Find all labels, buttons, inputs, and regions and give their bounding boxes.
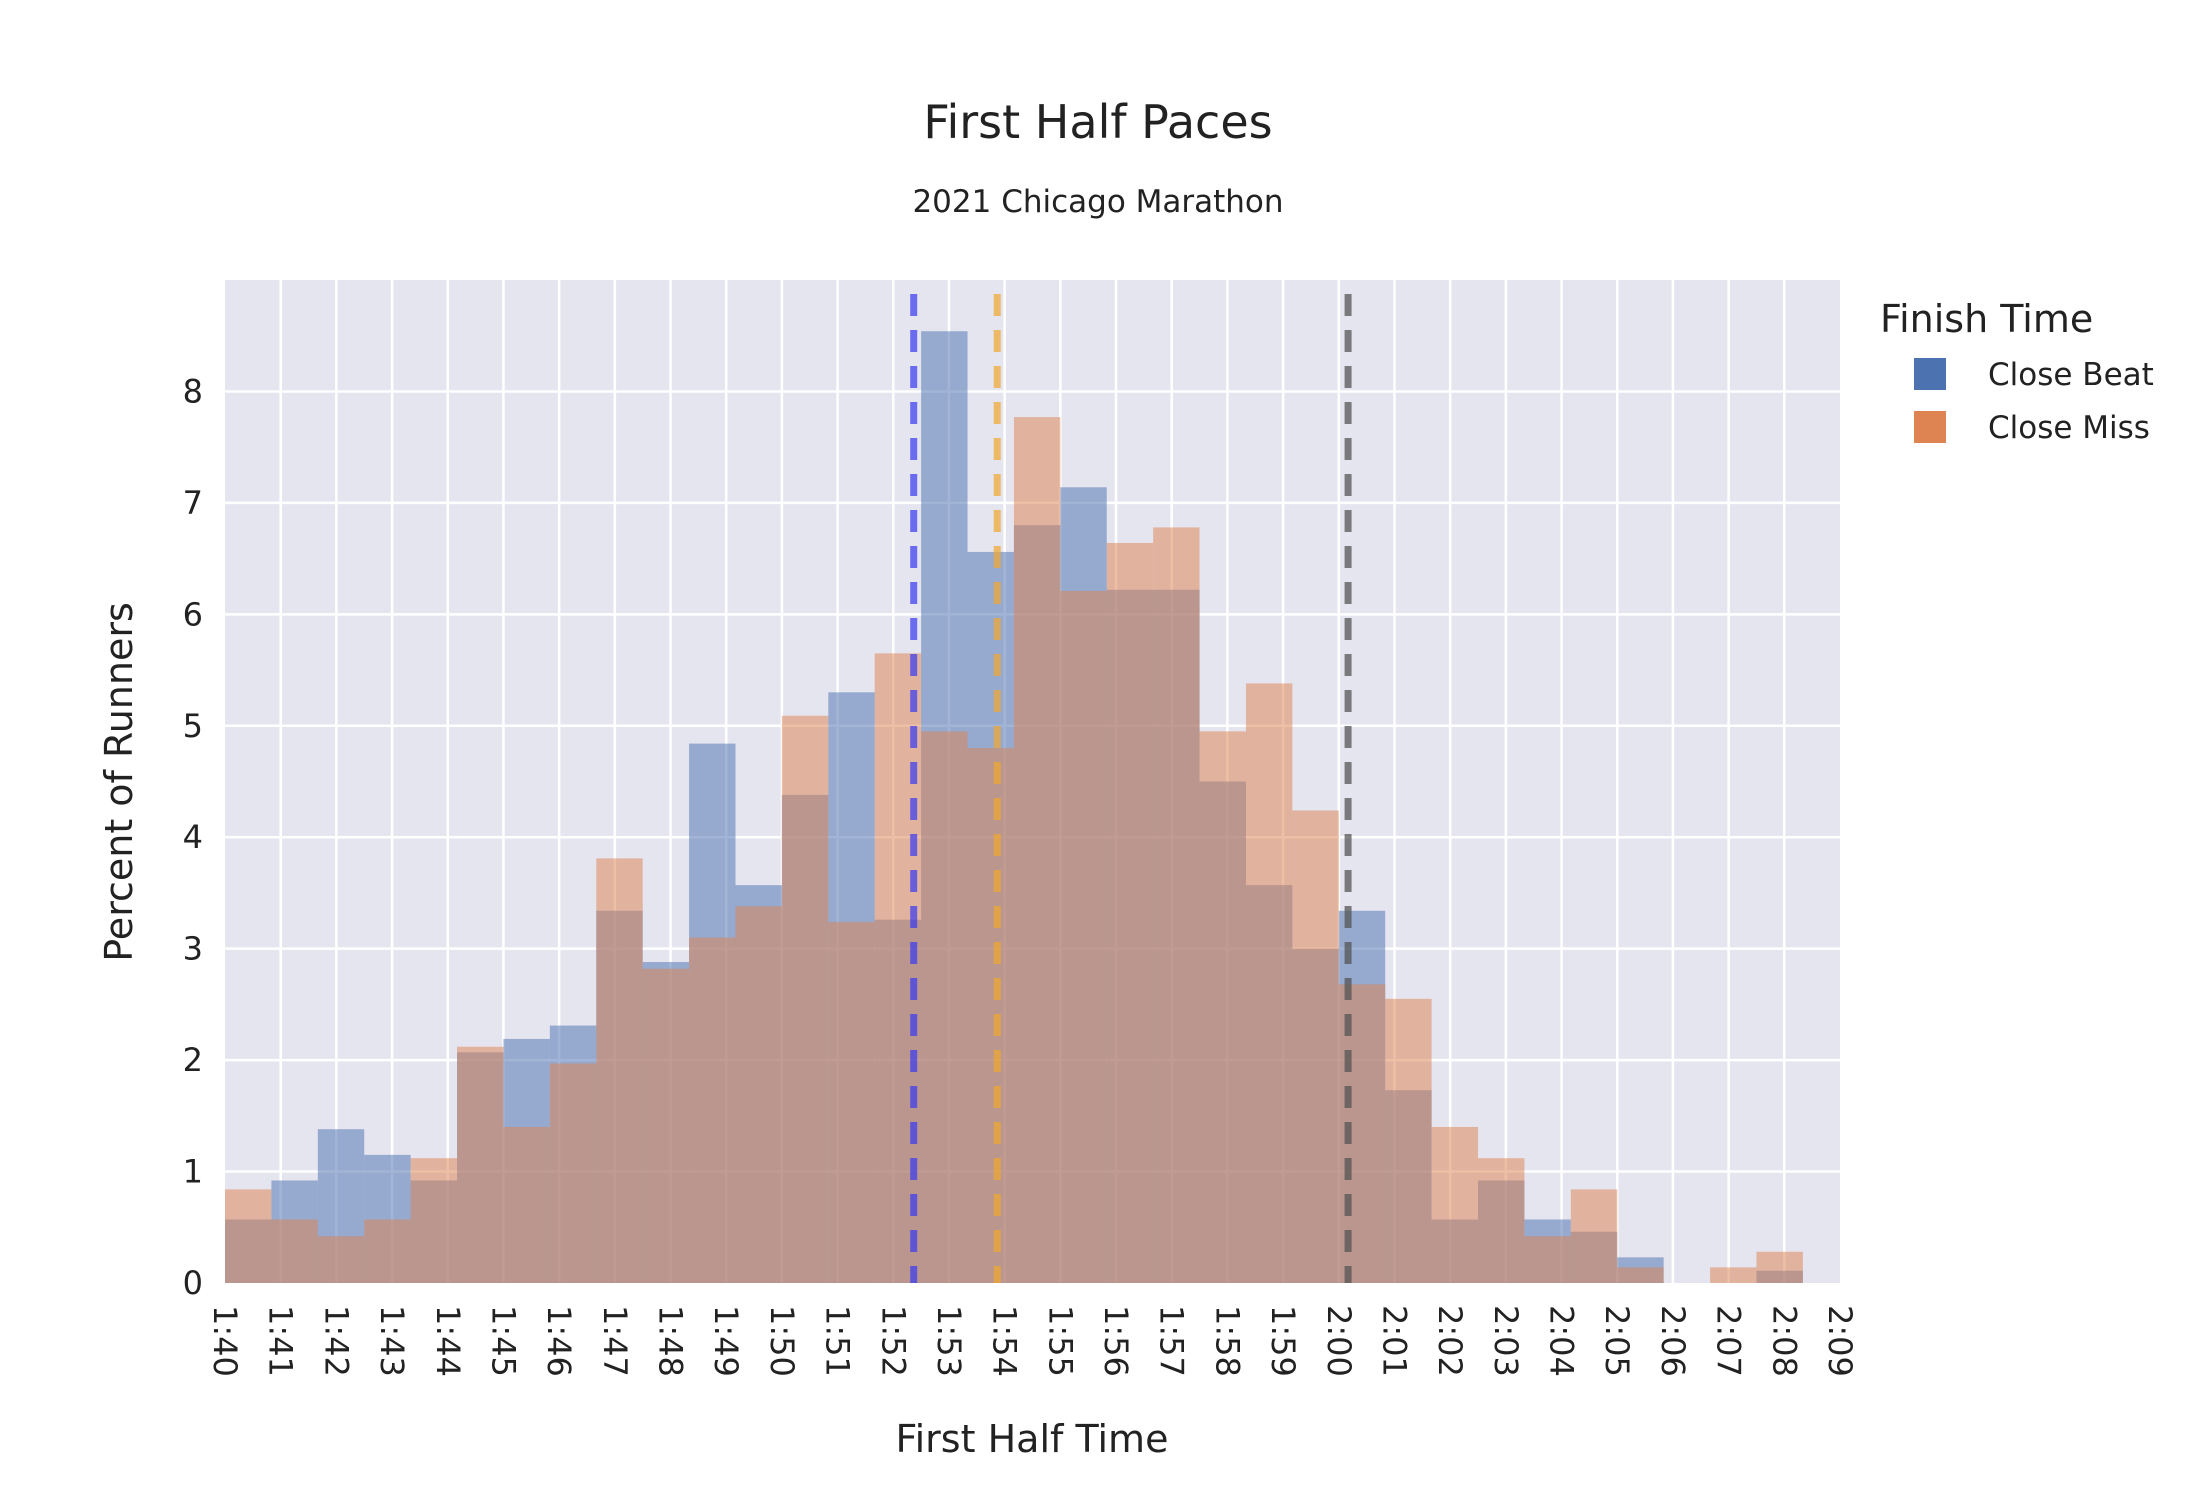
x-tick-label: 2:00 (1320, 1305, 1358, 1377)
x-tick-label: 1:45 (484, 1305, 522, 1377)
y-tick-label: 7 (183, 484, 203, 522)
x-tick-label: 1:58 (1208, 1305, 1246, 1377)
histogram-bar (1106, 543, 1154, 1283)
x-tick-label: 1:41 (262, 1305, 300, 1377)
legend-item-close-miss[interactable]: Close Miss (1914, 410, 2150, 446)
legend[interactable]: Finish Time Close Beat Close Miss (1880, 297, 2154, 446)
histogram-bar (967, 748, 1014, 1283)
histogram-bar (317, 1236, 365, 1283)
x-tick-label: 1:44 (429, 1305, 467, 1377)
x-tick-label: 1:48 (652, 1305, 690, 1377)
histogram-bar (689, 937, 736, 1283)
y-tick-label: 3 (183, 930, 203, 968)
chart-title: First Half Paces (923, 95, 1272, 149)
x-tick-label: 2:03 (1487, 1305, 1525, 1377)
histogram-bar (503, 1126, 550, 1283)
histogram-bar (1013, 417, 1061, 1283)
histogram-bar (549, 1063, 597, 1283)
x-tick-label: 1:42 (317, 1305, 355, 1377)
x-tick-label: 1:54 (986, 1305, 1024, 1377)
x-tick-label: 2:08 (1765, 1305, 1803, 1377)
histogram-bar (1710, 1267, 1757, 1283)
histogram-bar (596, 858, 643, 1283)
y-axis-ticks: 0 1 2 3 4 5 6 7 8 (183, 372, 203, 1302)
histogram-bar (781, 715, 829, 1283)
legend-item-close-beat[interactable]: Close Beat (1914, 357, 2154, 393)
histogram-bars (225, 331, 1803, 1284)
y-tick-label: 5 (183, 707, 203, 745)
x-tick-label: 1:55 (1041, 1305, 1079, 1377)
legend-swatch-close-miss (1914, 411, 1946, 443)
y-tick-label: 1 (183, 1153, 203, 1191)
x-tick-label: 1:49 (707, 1305, 745, 1377)
histogram-bar (1060, 590, 1107, 1283)
x-tick-label: 1:50 (763, 1305, 801, 1377)
histogram-bar (1292, 810, 1339, 1283)
x-tick-label: 2:02 (1431, 1305, 1469, 1377)
histogram-bar (1756, 1251, 1803, 1283)
y-tick-label: 2 (183, 1041, 203, 1079)
reference-lines (910, 294, 1352, 1283)
x-tick-label: 2:07 (1710, 1305, 1748, 1377)
legend-swatch-close-beat (1914, 358, 1946, 390)
x-tick-label: 1:43 (373, 1305, 411, 1377)
histogram-bar (1245, 683, 1293, 1283)
histogram-bar (457, 1046, 504, 1283)
histogram-bar (1431, 1126, 1479, 1283)
x-tick-label: 1:40 (206, 1305, 244, 1377)
y-axis-title: Percent of Runners (97, 602, 141, 962)
legend-label-close-beat: Close Beat (1988, 357, 2154, 393)
chart-subtitle: 2021 Chicago Marathon (912, 184, 1283, 220)
y-tick-label: 4 (183, 818, 203, 856)
histogram-bar (828, 921, 875, 1283)
histogram-bar (410, 1158, 458, 1283)
histogram-bar (1478, 1158, 1525, 1283)
x-tick-label: 1:52 (874, 1305, 912, 1377)
x-tick-label: 2:05 (1598, 1305, 1636, 1377)
histogram-bar (225, 1189, 272, 1283)
histogram-bar (735, 906, 782, 1283)
x-tick-label: 1:57 (1153, 1305, 1191, 1377)
histogram-bar (1524, 1236, 1571, 1283)
x-tick-label: 1:51 (819, 1305, 857, 1377)
x-tick-label: 2:09 (1821, 1305, 1859, 1377)
histogram-bar (271, 1219, 318, 1283)
x-tick-label: 1:53 (930, 1305, 968, 1377)
y-tick-label: 6 (183, 595, 203, 633)
x-tick-label: 1:46 (540, 1305, 578, 1377)
y-tick-label: 8 (183, 372, 203, 410)
histogram-bar (1385, 998, 1432, 1283)
x-axis-title: First Half Time (896, 1417, 1169, 1461)
histogram-bar (1153, 527, 1200, 1283)
x-tick-label: 1:56 (1097, 1305, 1135, 1377)
x-tick-label: 2:06 (1654, 1305, 1692, 1377)
legend-label-close-miss: Close Miss (1988, 410, 2150, 446)
legend-title: Finish Time (1880, 297, 2093, 341)
x-tick-label: 2:04 (1543, 1305, 1581, 1377)
histogram-bar (1199, 731, 1246, 1283)
histogram-bar (1570, 1189, 1618, 1283)
x-tick-label: 1:59 (1264, 1305, 1302, 1377)
histogram-bar (921, 731, 968, 1283)
histogram-bar (642, 968, 690, 1283)
histogram-bar (1617, 1267, 1664, 1283)
y-tick-label: 0 (183, 1264, 203, 1302)
x-tick-label: 2:01 (1375, 1305, 1413, 1377)
histogram-bar (364, 1219, 411, 1283)
x-axis-ticks: 1:40 1:41 1:42 1:43 1:44 1:45 1:46 1:47 1:48 1:49… (206, 1305, 1859, 1377)
x-tick-label: 1:47 (596, 1305, 634, 1377)
series-close-miss (225, 417, 1803, 1283)
